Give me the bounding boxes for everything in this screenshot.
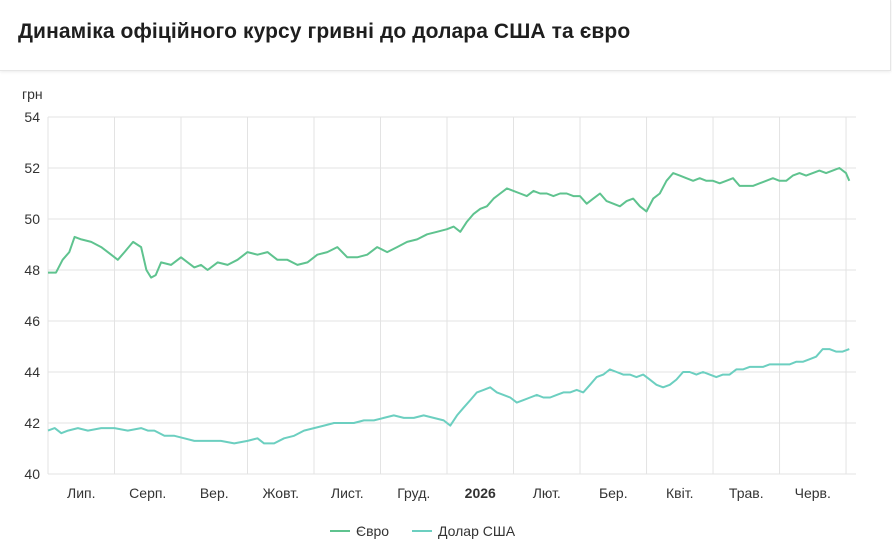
x-axis: Лип. Серп. Вер. Жовт. Лист. Груд. 2026 Лют. Бер.… xyxy=(67,485,831,501)
y-tick-label: 42 xyxy=(24,415,40,431)
y-tick-label: 50 xyxy=(24,211,40,227)
series-line-0 xyxy=(48,167,851,279)
x-tick-label: Серп. xyxy=(129,485,166,501)
page-title: Динаміка офіційного курсу гривні до дола… xyxy=(18,20,631,43)
x-tick-label: Черв. xyxy=(795,485,831,501)
y-tick-label: 46 xyxy=(24,313,40,329)
chart-lines xyxy=(47,167,851,445)
y-tick-label: 44 xyxy=(24,364,40,380)
x-tick-label: Вер. xyxy=(200,485,229,501)
series-line-1 xyxy=(47,348,850,445)
x-tick-label: Трав. xyxy=(729,485,764,501)
legend-label-0[interactable]: Євро xyxy=(356,523,389,539)
x-tick-label: Квіт. xyxy=(666,485,693,501)
chart-legend[interactable]: Євро Долар США xyxy=(330,523,516,539)
y-tick-label: 54 xyxy=(24,109,40,125)
x-tick-label: Лип. xyxy=(67,485,95,501)
x-tick-label: 2026 xyxy=(465,485,496,501)
x-tick-label: Бер. xyxy=(599,485,628,501)
x-tick-label: Лют. xyxy=(533,485,561,501)
chart-grid xyxy=(47,116,856,475)
y-tick-label: 48 xyxy=(24,262,40,278)
y-tick-label: 52 xyxy=(24,160,40,176)
y-tick-label: 40 xyxy=(24,466,40,482)
chart-header: Динаміка офіційного курсу гривні до дола… xyxy=(0,0,891,71)
y-axis-unit: грн xyxy=(22,86,43,102)
legend-label-1[interactable]: Долар США xyxy=(438,523,516,539)
y-axis: грн 40 42 44 46 48 50 52 54 xyxy=(22,86,43,482)
x-tick-label: Груд. xyxy=(397,485,430,501)
x-tick-label: Лист. xyxy=(331,485,364,501)
x-tick-label: Жовт. xyxy=(263,485,299,501)
